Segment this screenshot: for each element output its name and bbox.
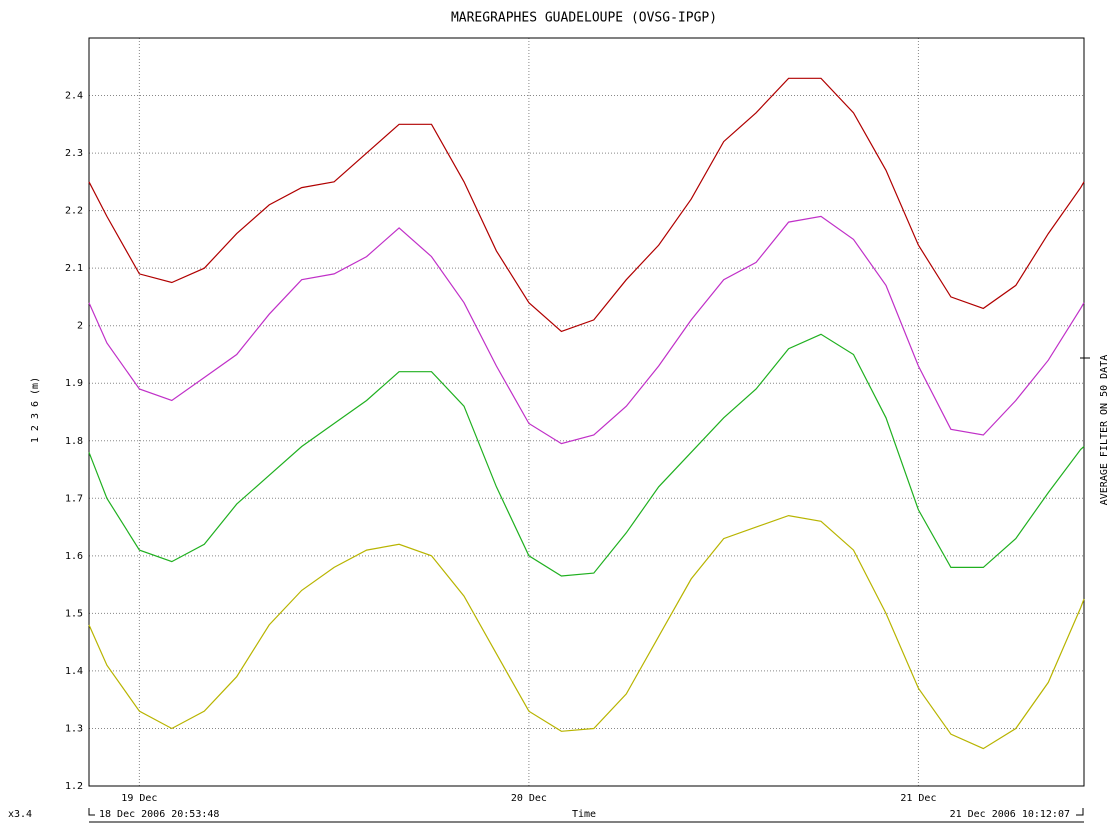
y-axis-label: 1 2 3 6 (m) — [30, 377, 41, 443]
y-tick-label: 1.3 — [65, 723, 83, 734]
chart-title: MAREGRAPHES GUADELOUPE (OVSG-IPGP) — [451, 11, 717, 26]
y-tick-label: 2.3 — [65, 148, 83, 159]
x-axis-label: Time — [572, 809, 596, 820]
y-tick-label: 1.6 — [65, 551, 83, 562]
start-label: 18 Dec 2006 20:53:48 — [99, 809, 219, 820]
right-label: AVERAGE FILTER ON 50 DATA — [1099, 355, 1110, 506]
start-bracket — [88, 808, 95, 816]
series-line — [88, 77, 1085, 333]
x-tick-label: 19 Dec — [121, 793, 157, 804]
series-line — [88, 215, 1085, 445]
x-tick-label: 21 Dec — [900, 793, 936, 804]
y-tick-label: 1.2 — [65, 781, 83, 792]
end-bracket — [1076, 808, 1084, 816]
y-tick-label: 1.9 — [65, 378, 83, 389]
y-tick-label: 1.7 — [65, 493, 83, 504]
y-tick-label: 2.1 — [65, 263, 83, 274]
series-line — [88, 514, 1085, 750]
plot-frame — [88, 37, 1085, 787]
y-tick-label: 1.5 — [65, 608, 83, 619]
scale-label: x3.4 — [8, 809, 32, 820]
series-line — [88, 333, 1085, 577]
y-tick-label: 2 — [77, 321, 83, 332]
y-tick-label: 1.4 — [65, 666, 83, 677]
end-label: 21 Dec 2006 10:12:07 — [950, 809, 1070, 820]
y-tick-label: 2.2 — [65, 206, 83, 217]
y-tick-label: 1.8 — [65, 436, 83, 447]
y-tick-label: 2.4 — [65, 91, 83, 102]
x-tick-label: 20 Dec — [511, 793, 547, 804]
